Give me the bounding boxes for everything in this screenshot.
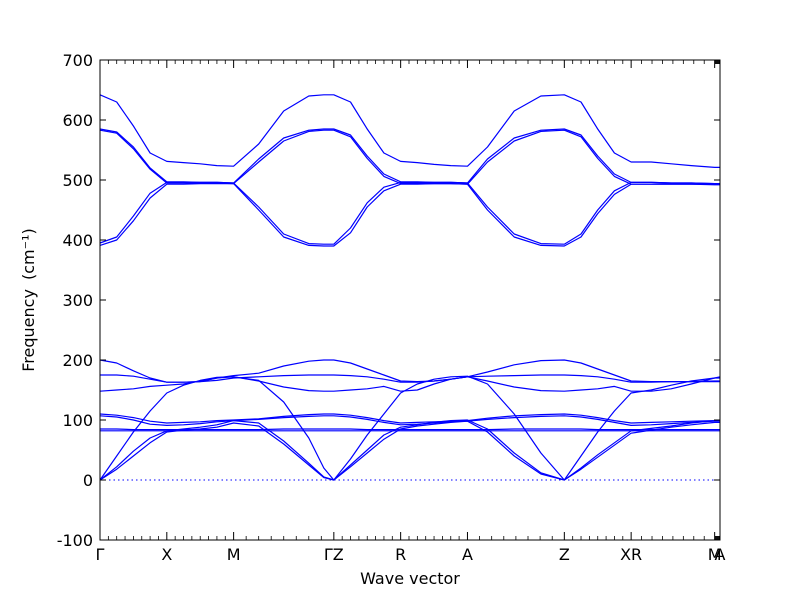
band-lines bbox=[99, 94, 721, 481]
x-tick-label: A bbox=[462, 545, 473, 564]
y-tick-label: 700 bbox=[62, 51, 93, 70]
band-line-9 bbox=[100, 428, 720, 431]
y-tick-label: -100 bbox=[57, 531, 93, 550]
plot-frame bbox=[99, 59, 721, 541]
band-line-15 bbox=[99, 183, 720, 247]
y-axis: -100 0 100 200 300 400 500 600 700 bbox=[57, 51, 720, 550]
y-axis-label-text: Frequency bbox=[19, 289, 38, 372]
y-tick-label: 0 bbox=[83, 471, 93, 490]
x-tick-label: R bbox=[395, 545, 406, 564]
x-tick-label: Γ bbox=[96, 545, 105, 564]
x-axis: Γ X M ΓZ R A Z XR MA bbox=[96, 60, 726, 564]
x-tick-label: M bbox=[708, 545, 722, 564]
y-tick-label: 300 bbox=[62, 291, 93, 310]
y-tick-label: 400 bbox=[62, 231, 93, 250]
x-tick-label: Z bbox=[559, 545, 570, 564]
band-line-11 bbox=[99, 94, 720, 168]
band-line-7 bbox=[99, 413, 720, 424]
y-tick-label: 500 bbox=[62, 171, 93, 190]
x-tick-label: A bbox=[715, 545, 726, 564]
y-tick-label: 200 bbox=[62, 351, 93, 370]
band-line-14 bbox=[99, 181, 720, 245]
band-line-2 bbox=[99, 419, 720, 481]
band-line-4 bbox=[99, 359, 720, 383]
band-line-13 bbox=[99, 129, 720, 186]
y-tick-label: 100 bbox=[62, 411, 93, 430]
x-axis-label: Wave vector bbox=[360, 569, 460, 588]
band-line-12 bbox=[99, 128, 720, 185]
band-line-8 bbox=[99, 415, 720, 426]
x-tick-label: M bbox=[227, 545, 241, 564]
y-axis-label: Frequency (cm⁻¹) bbox=[19, 228, 38, 371]
x-tick-label: X bbox=[161, 545, 172, 564]
y-axis-label-unit: (cm⁻¹) bbox=[19, 228, 38, 280]
x-tick-label: XR bbox=[620, 545, 642, 564]
y-tick-label: 600 bbox=[62, 111, 93, 130]
band-line-6 bbox=[99, 376, 721, 392]
x-tick-label: ΓZ bbox=[324, 545, 344, 564]
